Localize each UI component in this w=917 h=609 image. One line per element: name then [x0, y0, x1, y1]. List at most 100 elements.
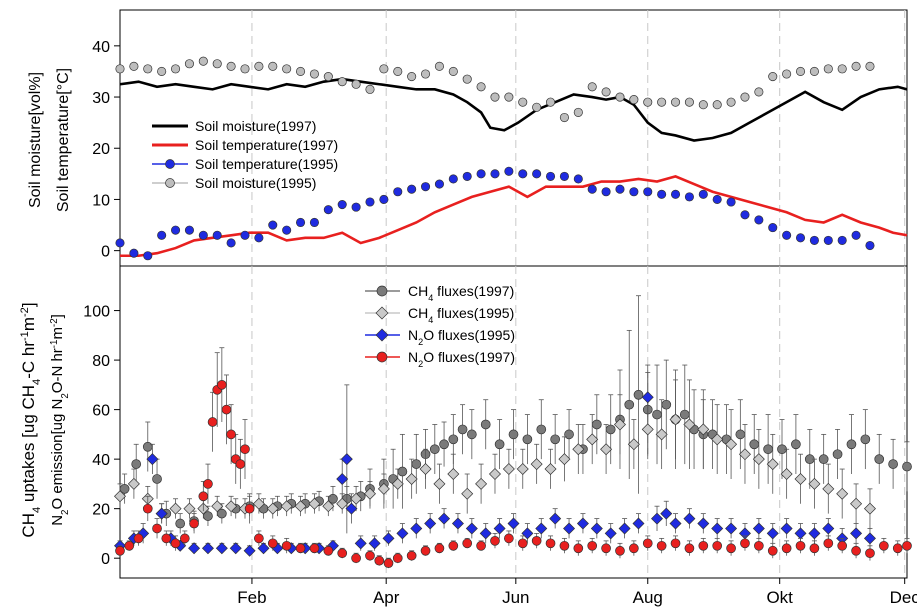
- data-point: [184, 59, 194, 69]
- data-point: [559, 112, 569, 123]
- data-point: [476, 82, 486, 92]
- data-point: [657, 97, 667, 107]
- data-point: [433, 477, 446, 490]
- series-soil-temperature-1997-: [120, 175, 908, 258]
- data-point: [203, 479, 213, 489]
- label-part: 2: [60, 510, 71, 515]
- data-point: [309, 69, 319, 79]
- data-point: [865, 61, 875, 71]
- data-point: [679, 409, 690, 420]
- legend-label: Soil temperature(1997): [195, 137, 338, 153]
- legend-label: Soil moisture(1995): [195, 175, 316, 191]
- data-point: [754, 87, 764, 97]
- top-panel: 0 10 20 30 40 Soil moisture(1997) Soil temper…: [27, 9, 908, 267]
- data-point: [837, 235, 847, 245]
- data-point: [794, 527, 807, 540]
- label-part: ]: [49, 314, 66, 318]
- label-part: fluxes(1995): [433, 305, 514, 321]
- data-point: [448, 66, 458, 76]
- data-point: [522, 434, 533, 445]
- data-point: [184, 225, 194, 235]
- label-part: -2: [19, 307, 31, 317]
- data-point: [407, 72, 417, 82]
- data-point: [822, 482, 835, 495]
- data-point: [572, 443, 585, 456]
- data-point: [396, 527, 409, 540]
- data-point: [823, 64, 833, 74]
- data-point: [143, 64, 153, 74]
- data-point: [434, 61, 444, 71]
- legend-label: CH4 fluxes(1997): [408, 283, 514, 303]
- data-point: [127, 477, 140, 490]
- data-point: [740, 210, 750, 220]
- data-point: [670, 97, 681, 107]
- data-point: [183, 502, 196, 515]
- data-point: [587, 540, 598, 551]
- data-point: [892, 543, 903, 554]
- data-point: [212, 230, 222, 240]
- data-point: [712, 540, 723, 551]
- data-point: [683, 512, 696, 525]
- data-point: [365, 197, 375, 207]
- data-point: [211, 500, 224, 513]
- data-point: [462, 171, 472, 181]
- data-point: [507, 517, 520, 530]
- data-point: [545, 538, 556, 549]
- data-point: [226, 238, 236, 248]
- data-point: [615, 92, 625, 102]
- data-point: [252, 497, 265, 510]
- data-point: [374, 555, 385, 566]
- data-point: [508, 429, 519, 440]
- data-point: [295, 66, 306, 76]
- data-point: [282, 225, 292, 235]
- legend-item: Soil temperature(1995): [152, 156, 338, 172]
- label-part: O-N hr: [49, 348, 66, 393]
- y-tick-label: 80: [92, 353, 110, 370]
- data-point: [823, 235, 833, 245]
- data-point: [221, 404, 232, 415]
- data-point: [754, 540, 764, 551]
- x-tick-label: Aug: [633, 588, 663, 607]
- data-point: [530, 458, 543, 471]
- data-point: [393, 66, 403, 76]
- data-point: [795, 540, 806, 551]
- data-point: [379, 194, 389, 204]
- y-tick-label: 40: [92, 452, 110, 469]
- data-point: [587, 184, 597, 194]
- data-point: [133, 533, 144, 544]
- data-point: [201, 542, 214, 555]
- label-part: 2: [60, 393, 71, 398]
- y-tick-label: 0: [101, 551, 110, 568]
- series-n2o-fluxes-1997-: [115, 347, 912, 569]
- data-point: [874, 454, 885, 464]
- data-point: [215, 542, 228, 555]
- data-point: [766, 527, 779, 540]
- data-point: [735, 429, 746, 440]
- data-point: [573, 543, 584, 554]
- data-point: [434, 179, 444, 189]
- y-tick-label: 20: [92, 141, 110, 158]
- data-point: [697, 517, 710, 530]
- data-point: [752, 453, 765, 466]
- data-point: [655, 428, 668, 441]
- data-point: [641, 391, 654, 404]
- data-point: [669, 413, 682, 426]
- data-point: [711, 433, 724, 446]
- data-point: [490, 169, 500, 179]
- data-point: [115, 238, 125, 248]
- data-point: [550, 434, 561, 445]
- data-point: [559, 540, 570, 551]
- data-point: [624, 399, 635, 410]
- label-part: -1: [19, 331, 31, 341]
- data-point: [712, 100, 722, 110]
- label-part: 2: [418, 337, 423, 347]
- label-part: N: [408, 349, 418, 365]
- data-point: [323, 545, 334, 556]
- data-point: [424, 517, 437, 530]
- data-point: [641, 423, 654, 436]
- data-point: [229, 542, 242, 555]
- data-point: [280, 500, 293, 513]
- data-point: [660, 507, 673, 520]
- data-point: [410, 522, 423, 535]
- data-point: [670, 538, 681, 549]
